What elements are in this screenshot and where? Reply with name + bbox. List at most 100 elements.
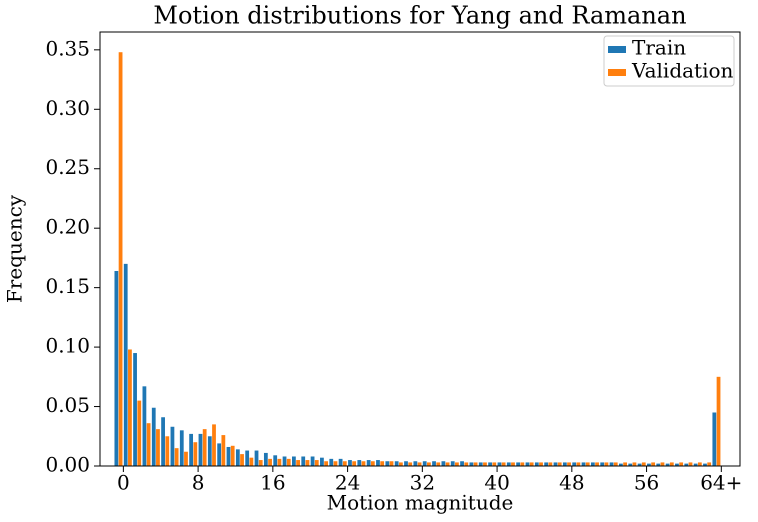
bar xyxy=(600,462,605,466)
bar xyxy=(361,461,366,466)
bar xyxy=(432,461,436,466)
bar xyxy=(492,462,497,466)
bar xyxy=(520,462,525,466)
bar xyxy=(161,417,165,466)
bar xyxy=(202,429,207,466)
bar xyxy=(572,462,577,466)
bar xyxy=(389,461,394,466)
bar xyxy=(226,446,231,466)
y-axis-label: Frequency xyxy=(3,194,27,303)
bar xyxy=(501,462,506,466)
bar xyxy=(301,456,306,466)
bar xyxy=(464,462,469,466)
y-tick-label: 0.15 xyxy=(45,274,90,298)
bar xyxy=(441,461,446,466)
bar xyxy=(170,426,175,466)
bar xyxy=(286,458,291,466)
bar xyxy=(263,452,268,466)
bar xyxy=(679,462,684,466)
bar xyxy=(669,462,674,466)
bar xyxy=(469,462,474,466)
bar xyxy=(408,462,413,466)
bar xyxy=(133,353,137,466)
bar xyxy=(366,460,371,466)
bar xyxy=(268,458,272,466)
bar xyxy=(553,462,558,466)
x-tick-label: 8 xyxy=(192,471,205,495)
bar xyxy=(282,456,287,466)
bar xyxy=(539,462,543,466)
bar xyxy=(516,462,521,466)
bar xyxy=(497,462,502,466)
bar xyxy=(693,463,698,466)
bar xyxy=(394,461,399,466)
bar xyxy=(609,462,614,466)
bar xyxy=(427,462,431,466)
bar xyxy=(333,461,338,466)
bar xyxy=(595,462,599,466)
bar xyxy=(342,461,347,466)
bar xyxy=(619,463,623,466)
bar xyxy=(585,462,590,466)
bar xyxy=(221,435,226,466)
bar xyxy=(217,443,222,466)
x-tick-label: 24 xyxy=(335,471,360,495)
bar xyxy=(296,460,300,466)
bar xyxy=(567,462,571,466)
bar xyxy=(557,462,562,466)
bar xyxy=(529,462,534,466)
x-tick-label: 56 xyxy=(634,471,659,495)
bar xyxy=(544,462,549,466)
bar xyxy=(548,462,553,466)
bar xyxy=(380,461,385,466)
bar xyxy=(292,456,296,466)
y-tick-label: 0.10 xyxy=(45,334,90,358)
bar xyxy=(277,458,282,466)
bar xyxy=(179,430,184,466)
bar xyxy=(146,423,151,466)
bar xyxy=(413,461,418,466)
bar xyxy=(506,462,511,466)
bar xyxy=(445,462,450,466)
bar xyxy=(707,462,712,466)
bar xyxy=(703,463,707,466)
bar xyxy=(651,462,656,466)
bar xyxy=(688,462,693,466)
bar xyxy=(637,463,642,466)
bar xyxy=(581,462,586,466)
bar xyxy=(118,52,123,467)
bar xyxy=(254,450,259,466)
bar xyxy=(613,462,618,466)
y-tick-label: 0.05 xyxy=(45,393,90,417)
x-tick-label: 48 xyxy=(559,471,584,495)
bar xyxy=(249,457,254,466)
bar xyxy=(436,462,441,466)
y-tick-label: 0.20 xyxy=(45,215,90,239)
x-tick-label: 64+ xyxy=(700,471,742,495)
bar xyxy=(511,462,515,466)
bar xyxy=(632,462,637,466)
bar xyxy=(189,433,194,466)
x-axis-label: Motion magnitude xyxy=(327,491,514,515)
y-tick-label: 0.25 xyxy=(45,155,90,179)
bar xyxy=(212,424,216,466)
bar xyxy=(525,462,530,466)
x-tick-label: 16 xyxy=(260,471,285,495)
bar xyxy=(198,433,203,466)
x-tick-label: 40 xyxy=(484,471,509,495)
bar xyxy=(348,460,352,466)
bar xyxy=(123,263,128,466)
bar xyxy=(716,376,721,466)
bar xyxy=(142,386,147,466)
bar xyxy=(240,454,244,466)
bar xyxy=(314,460,319,466)
legend-swatch xyxy=(608,46,626,53)
y-tick-label: 0.30 xyxy=(45,96,90,120)
bar xyxy=(193,442,198,466)
bar xyxy=(398,462,403,466)
bar xyxy=(404,461,408,466)
bar xyxy=(675,463,679,466)
bar xyxy=(483,462,487,466)
bar xyxy=(647,463,651,466)
bar xyxy=(245,450,250,466)
